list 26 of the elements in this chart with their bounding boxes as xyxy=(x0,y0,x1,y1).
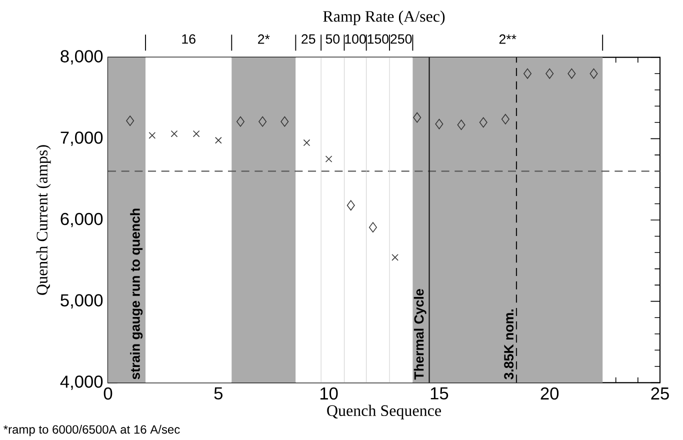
x-tick-label: 10 xyxy=(320,387,338,400)
x-tick-label: 0 xyxy=(104,387,112,400)
band-label: 50 xyxy=(326,34,340,44)
ref-line-label: 3.85K nom. xyxy=(504,310,514,380)
band-label: 250 xyxy=(390,34,412,44)
y-tick-label: 6,000 xyxy=(60,212,103,228)
text: *ramp to 6000/6500A at 16 A/sec xyxy=(4,424,180,436)
y-axis-title: Quench Current (amps) xyxy=(36,145,51,295)
band-label: 25 xyxy=(302,34,316,44)
band-label: 2** xyxy=(499,34,516,44)
y-tick-label: 7,000 xyxy=(60,132,103,146)
x-tick-label: 20 xyxy=(540,387,559,400)
x-axis-title: Quench Sequence xyxy=(327,404,441,420)
x-tick-label: 5 xyxy=(214,387,222,400)
band-label: 150 xyxy=(368,34,389,44)
x2-axis-title: Ramp Rate (A/sec) xyxy=(323,10,445,26)
y-tick-label: 8,000 xyxy=(60,50,103,64)
band-label: 16 xyxy=(182,34,196,44)
band-label: 100 xyxy=(345,34,366,44)
band-label: 2* xyxy=(258,34,270,44)
y-tick-label: 4,000 xyxy=(60,376,103,390)
x-tick-label: 15 xyxy=(430,387,448,400)
ref-line-label: Thermal Cycle xyxy=(414,289,426,380)
annotation: strain gauge run to quench xyxy=(130,208,143,380)
y-tick-label: 5,000 xyxy=(60,294,103,308)
x-tick-label: 25 xyxy=(651,387,669,400)
